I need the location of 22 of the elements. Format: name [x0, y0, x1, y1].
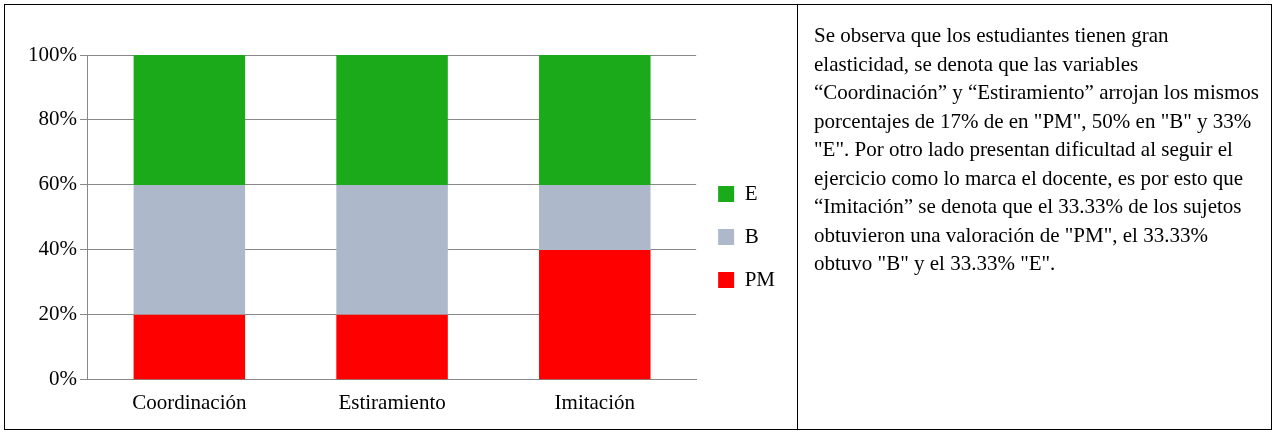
legend-label: B: [744, 223, 759, 248]
bar: [133, 184, 246, 315]
bar: [336, 55, 448, 185]
x-tick-label: Imitación: [554, 389, 636, 414]
bar: [539, 249, 651, 380]
bar: [336, 184, 448, 315]
x-tick-label: Coordinación: [132, 389, 248, 414]
y-tick-label: 0%: [48, 366, 77, 391]
bar: [539, 55, 651, 185]
bar: [133, 314, 246, 380]
bar: [539, 184, 651, 250]
text: Se observa que los estudiantes tienen gran elasticidad, se denota que las variables “Coordinación” y “Estiramiento” arrojan los mismos porcentajes de 17% de en "PM", 50% en "B" y 33% "E". Por otro lado presentan dificultad al seguir el ejercicio como lo marca el docente, es por esto que “Imitación” se denota que el 33.33% de los sujetos obtuvieron una valoración de "PM", el 33.33% obtuvo "B" y el 33.33% "E".: [814, 23, 1259, 275]
x-tick-label: Estiramiento: [338, 389, 446, 414]
y-tick-label: 40%: [38, 236, 77, 261]
legend-label: E: [744, 180, 758, 205]
bar: [133, 55, 246, 185]
y-tick-label: 60%: [38, 171, 77, 196]
bar: [336, 314, 448, 380]
y-tick-label: 20%: [38, 301, 77, 326]
y-tick-label: 100%: [27, 41, 77, 66]
legend-label: PM: [744, 266, 776, 291]
y-tick-label: 80%: [38, 106, 77, 131]
